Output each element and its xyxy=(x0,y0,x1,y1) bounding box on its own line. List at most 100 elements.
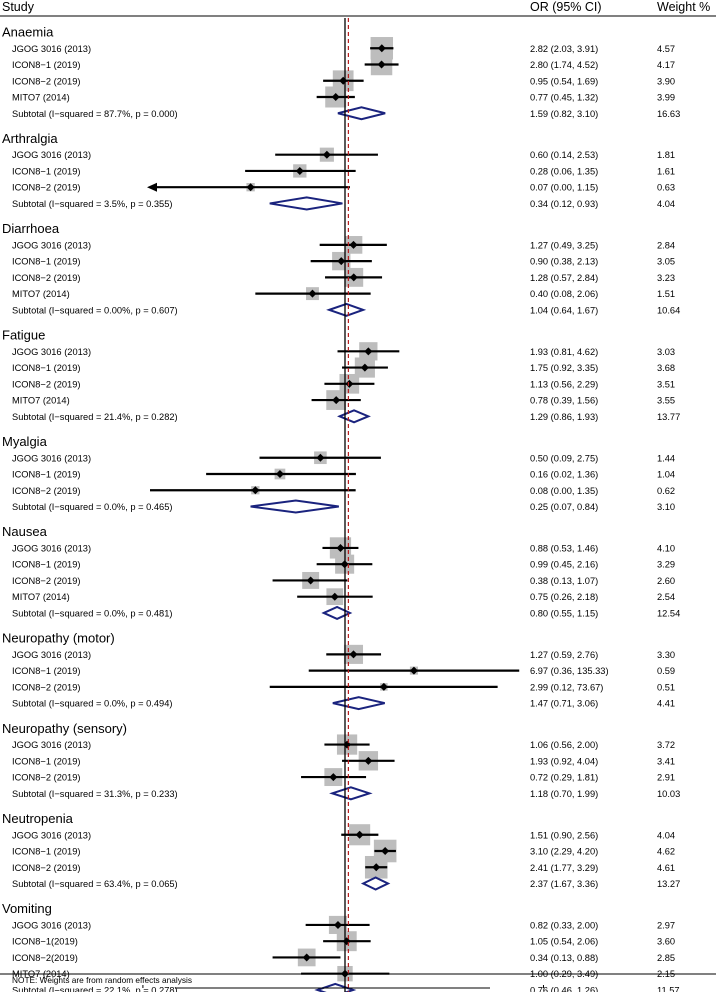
weight-text: 2.60 xyxy=(657,576,675,586)
subtotal-ci-text: 0.80 (0.55, 1.15) xyxy=(530,608,598,618)
study-label: ICON8−1 (2019) xyxy=(12,166,80,176)
subtotal-label: Subtotal (I−squared = 31.3%, p = 0.233) xyxy=(12,789,178,799)
plot-rows: Anaemia JGOG 3016 (2013) 2.82 (2.03, 3.91)… xyxy=(2,25,680,992)
weight-text: 2.84 xyxy=(657,240,675,250)
point-estimate xyxy=(336,543,345,552)
study-label: ICON8−1 (2019) xyxy=(12,560,80,570)
subtotal-ci-text: 0.25 (0.07, 0.84) xyxy=(530,502,598,512)
weight-text: 4.62 xyxy=(657,847,675,857)
subtotal-weight: 4.04 xyxy=(657,199,675,209)
or-ci-text: 1.75 (0.92, 3.35) xyxy=(530,363,598,373)
weight-text: 3.05 xyxy=(657,257,675,267)
group-heading: Anaemia xyxy=(2,25,54,40)
point-estimate xyxy=(381,847,390,855)
point-estimate xyxy=(337,257,346,266)
study-label: JGOG 3016 (2013) xyxy=(12,240,91,250)
subtotal-diamond xyxy=(337,106,386,121)
weight-text: 0.51 xyxy=(657,682,675,692)
subtotal-diamond xyxy=(321,605,353,621)
point-estimate xyxy=(355,830,364,839)
or-ci-text: 0.28 (0.06, 1.35) xyxy=(530,166,598,176)
study-label: ICON8−2 (2019) xyxy=(12,76,80,86)
subtotal-weight: 13.77 xyxy=(657,412,680,422)
subtotal-label: Subtotal (I−squared = 0.0%, p = 0.494) xyxy=(12,699,172,709)
weight-text: 3.99 xyxy=(657,93,675,103)
header-weight: Weight % xyxy=(657,0,710,14)
or-ci-text: 1.13 (0.56, 2.29) xyxy=(530,379,598,389)
weight-text: 0.63 xyxy=(657,183,675,193)
weight-text: 4.57 xyxy=(657,44,675,54)
or-ci-text: 0.60 (0.14, 2.53) xyxy=(530,150,598,160)
group-heading: Nausea xyxy=(2,524,48,539)
or-ci-text: 1.93 (0.81, 4.62) xyxy=(530,347,598,357)
group-heading: Myalgia xyxy=(2,434,48,449)
subtotal-label: Subtotal (I−squared = 21.4%, p = 0.282) xyxy=(12,412,178,422)
subtotal-weight: 4.41 xyxy=(657,699,675,709)
weight-text: 3.03 xyxy=(657,347,675,357)
point-estimate xyxy=(349,273,358,282)
plot-marks xyxy=(147,18,520,992)
point-estimate xyxy=(331,93,340,101)
study-label: MITO7 (2014) xyxy=(12,289,70,299)
weight-text: 1.61 xyxy=(657,166,675,176)
weight-text: 3.29 xyxy=(657,560,675,570)
weight-text: 2.85 xyxy=(657,953,675,963)
point-estimate xyxy=(364,756,373,765)
subtotal-diamond xyxy=(250,499,339,514)
study-label: ICON8−2 (2019) xyxy=(12,576,80,586)
or-ci-text: 0.75 (0.26, 2.18) xyxy=(530,592,598,602)
group-heading: Neuropathy (sensory) xyxy=(2,721,127,736)
study-label: JGOG 3016 (2013) xyxy=(12,650,91,660)
subtotal-diamond xyxy=(329,786,373,801)
weight-text: 3.90 xyxy=(657,76,675,86)
study-label: MITO7 (2014) xyxy=(12,592,70,602)
subtotal-ci-text: 1.29 (0.86, 1.93) xyxy=(530,412,598,422)
or-ci-text: 0.99 (0.45, 2.16) xyxy=(530,560,598,570)
header-or-ci: OR (95% CI) xyxy=(530,0,602,14)
subtotal-ci-text: 1.59 (0.82, 3.10) xyxy=(530,109,598,119)
or-ci-text: 2.80 (1.74, 4.52) xyxy=(530,60,598,70)
point-estimate xyxy=(364,347,373,356)
study-label: ICON8−1 (2019) xyxy=(12,847,80,857)
or-ci-text: 1.28 (0.57, 2.84) xyxy=(530,273,598,283)
weight-text: 3.41 xyxy=(657,756,675,766)
study-label: JGOG 3016 (2013) xyxy=(12,347,91,357)
weight-text: 3.51 xyxy=(657,379,675,389)
weight-text: 2.91 xyxy=(657,773,675,783)
weight-text: 1.44 xyxy=(657,453,675,463)
point-estimate xyxy=(308,289,317,298)
subtotal-label: Subtotal (I−squared = 0.0%, p = 0.465) xyxy=(12,502,172,512)
study-label: JGOG 3016 (2013) xyxy=(12,44,91,54)
weight-text: 3.72 xyxy=(657,740,675,750)
point-estimate xyxy=(333,920,342,929)
subtotal-diamond xyxy=(332,696,385,711)
study-label: ICON8−1 (2019) xyxy=(12,470,80,480)
point-estimate xyxy=(409,666,418,675)
or-ci-text: 1.27 (0.49, 3.25) xyxy=(530,240,598,250)
study-label: ICON8−2 (2019) xyxy=(12,273,80,283)
or-ci-text: 0.77 (0.45, 1.32) xyxy=(530,93,598,103)
weight-text: 3.60 xyxy=(657,937,675,947)
or-ci-text: 0.50 (0.09, 2.75) xyxy=(530,453,598,463)
subtotal-ci-text: 2.37 (1.67, 3.36) xyxy=(530,879,598,889)
subtotal-label: Subtotal (I−squared = 3.5%, p = 0.355) xyxy=(12,199,172,209)
weight-text: 3.30 xyxy=(657,650,675,660)
header-study: Study xyxy=(2,0,35,14)
weight-text: 4.17 xyxy=(657,60,675,70)
point-estimate xyxy=(302,953,311,962)
subtotal-ci-text: 1.18 (0.70, 1.99) xyxy=(530,789,598,799)
point-estimate xyxy=(316,453,325,462)
weight-text: 2.97 xyxy=(657,920,675,930)
subtotal-label: Subtotal (I−squared = 22.1%, p = 0.278) xyxy=(12,985,178,992)
study-label: ICON8−1 (2019) xyxy=(12,60,80,70)
study-label: ICON8−2 (2019) xyxy=(12,863,80,873)
or-ci-text: 0.40 (0.08, 2.06) xyxy=(530,289,598,299)
subtotal-diamond xyxy=(337,409,371,424)
weight-text: 2.54 xyxy=(657,592,675,602)
study-label: JGOG 3016 (2013) xyxy=(12,920,91,930)
study-label: ICON8−2(2019) xyxy=(12,953,78,963)
or-ci-text: 0.95 (0.54, 1.69) xyxy=(530,76,598,86)
or-ci-text: 1.93 (0.92, 4.04) xyxy=(530,756,598,766)
study-label: ICON8−1 (2019) xyxy=(12,257,80,267)
